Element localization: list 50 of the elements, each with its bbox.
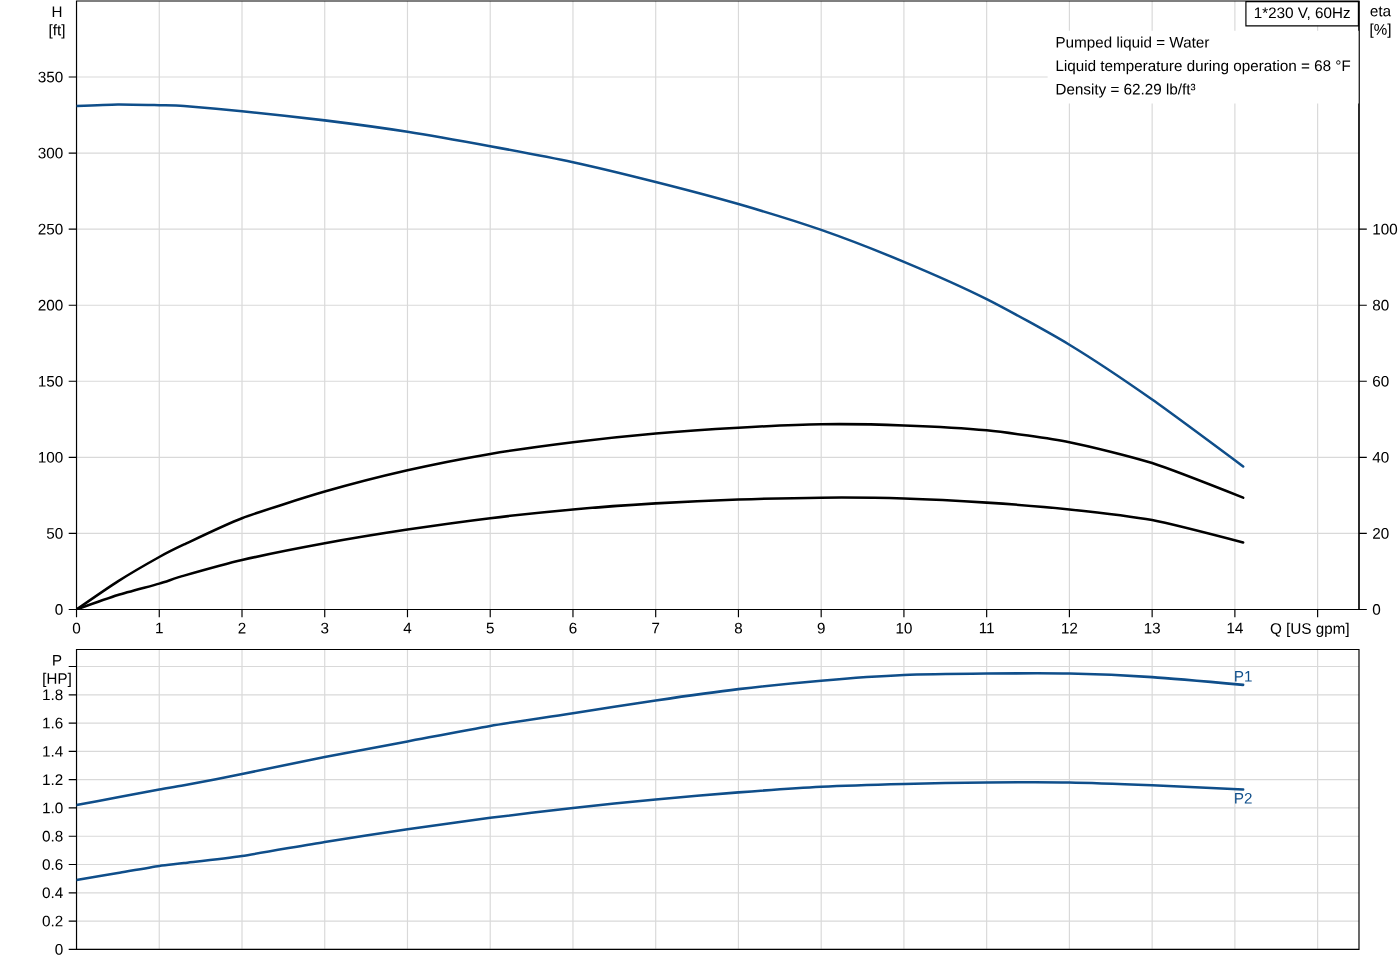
y-tick-label: 1.8 [43, 689, 63, 701]
x-tick-label: 7 [652, 622, 660, 634]
y-tick-label: 1.4 [43, 746, 63, 757]
annotation: Liquid temperature during operation = 68 °F [1056, 60, 1351, 75]
x-tick-label: 8 [734, 622, 743, 634]
x-tick-label: 13 [1144, 622, 1160, 634]
x-tick-label: 9 [817, 622, 825, 634]
x-tick-label: 6 [569, 622, 577, 634]
y-tick-label: 250 [38, 223, 63, 235]
y2-tick-label: 0 [1372, 604, 1381, 615]
x-tick-label: 12 [1062, 622, 1078, 634]
y-tick-label: 150 [38, 376, 63, 387]
y-tick-label: 1.0 [43, 802, 63, 814]
y-tick-label: 200 [38, 299, 63, 311]
y-axis-title: P [HP] [43, 655, 71, 688]
y-tick-label: 0 [55, 944, 63, 955]
x-axis-title: Q [US gpm] [1270, 622, 1349, 638]
y2-axis-title: eta [%] [1370, 6, 1392, 38]
y-tick-label: 50 [46, 528, 63, 539]
y-tick-label: 350 [38, 71, 63, 83]
x-tick-label: 10 [896, 622, 912, 634]
y-tick-label: 0 [55, 604, 63, 615]
x-tick-label: 11 [979, 622, 994, 634]
y-tick-label: 0.2 [42, 915, 63, 927]
x-tick-label: 2 [238, 622, 246, 634]
x-tick-label: 3 [321, 622, 329, 634]
series-label: P1 [1235, 671, 1252, 682]
y-axis-title: H [ft] [49, 6, 65, 39]
y-tick-label: 300 [38, 147, 63, 159]
y-tick-label: 0.6 [42, 859, 63, 871]
annotation: Density = 62.29 lb/ft³ [1056, 83, 1196, 98]
chart-title: 1*230 V, 60Hz [1254, 7, 1350, 21]
x-tick-label: 1 [156, 622, 163, 634]
y-tick-label: 0.8 [42, 830, 63, 842]
y2-tick-label: 60 [1373, 376, 1389, 387]
line-series [76, 103, 1245, 468]
y2-tick-label: 80 [1372, 299, 1389, 311]
x-tick-label: 0 [72, 622, 81, 634]
y2-tick-label: 20 [1373, 528, 1389, 539]
y2-tick-label: 100 [1373, 223, 1398, 235]
x-tick-label: 5 [486, 622, 494, 634]
series-label: P2 [1235, 793, 1252, 804]
y-tick-label: 0.4 [42, 887, 63, 899]
y2-tick-label: 40 [1372, 452, 1389, 463]
x-tick-label: 4 [403, 622, 412, 634]
x-tick-label: 14 [1227, 622, 1243, 634]
y-tick-label: 100 [38, 452, 63, 463]
y-tick-label: 1.2 [43, 774, 63, 786]
y-tick-label: 1.6 [43, 717, 63, 729]
annotation: Pumped liquid = Water [1056, 36, 1210, 51]
